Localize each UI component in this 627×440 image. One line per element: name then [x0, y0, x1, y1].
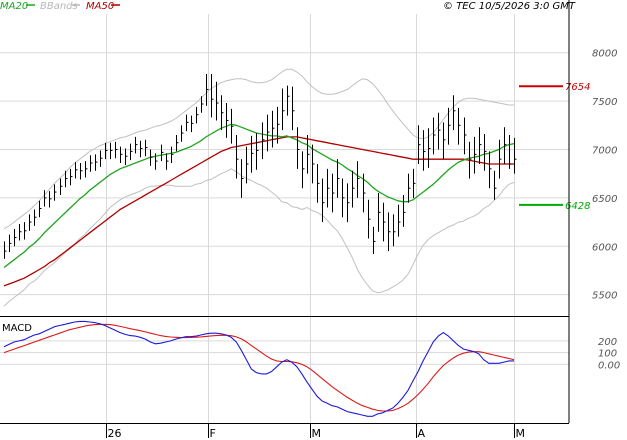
ma50-line	[3, 136, 514, 287]
month-tick-label: 26	[108, 427, 122, 440]
price-tick-label: 5500	[592, 291, 617, 302]
price-tick-label: 6000	[592, 242, 617, 253]
price-tick-label: 8000	[592, 49, 617, 60]
legend-ma50-label: MA50	[86, 1, 114, 12]
ma20-line	[3, 123, 515, 269]
macd-gridlines	[0, 340, 569, 365]
macd-tick-label: 0.00	[598, 360, 620, 371]
ma20-line-group	[3, 123, 515, 269]
legend: MA20 BBands MA50	[0, 1, 120, 12]
month-tick-label: F	[210, 427, 216, 440]
signal-line	[3, 323, 515, 412]
bbands-lower-line	[3, 168, 515, 307]
macd-line	[3, 320, 514, 417]
time-axis-labels: 26 F M A M	[106, 423, 526, 440]
month-tick-label: M	[312, 427, 322, 440]
legend-ma20-label: MA20	[0, 1, 28, 12]
month-tick-label: A	[418, 427, 426, 440]
bbands-upper-line	[3, 68, 514, 230]
support-label: 6428	[565, 201, 590, 212]
macd-tick-label: 100	[598, 349, 617, 360]
macd-tick-label: 200	[598, 337, 617, 348]
resistance-label: 7654	[565, 82, 590, 93]
price-bars	[4, 74, 517, 259]
price-tick-label: 7000	[592, 145, 617, 156]
price-tick-label: 7500	[592, 97, 617, 108]
legend-bbands-label: BBands	[40, 1, 78, 12]
price-axis-labels: 8000 7500 7000 6500 6000 5500	[592, 49, 617, 302]
main-gridlines	[0, 52, 569, 296]
time-gridlines	[106, 14, 515, 423]
price-levels: 7654 6428	[519, 82, 590, 212]
ma50-line-group	[3, 136, 514, 287]
macd-title: MACD	[2, 323, 32, 334]
price-tick-label: 6500	[592, 194, 617, 205]
bollinger-bands	[3, 68, 515, 307]
macd-lines	[3, 320, 515, 417]
month-tick-label: M	[516, 427, 526, 440]
copyright-text: © TEC 10/5/2026 3:0 GMT	[443, 1, 576, 12]
